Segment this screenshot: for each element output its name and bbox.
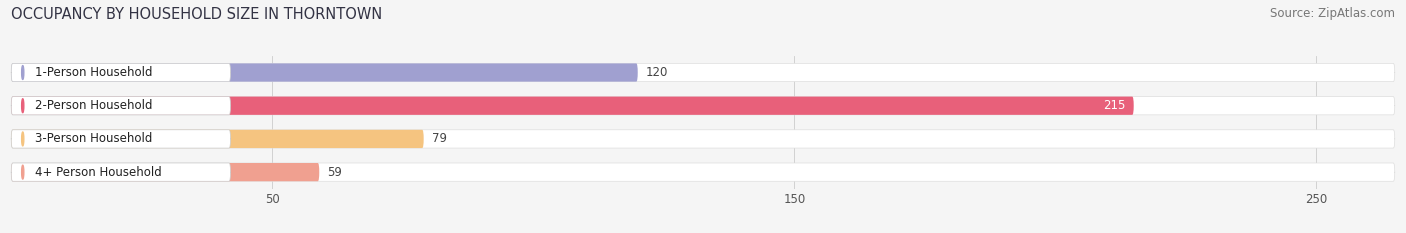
Circle shape <box>21 165 24 179</box>
Text: 59: 59 <box>328 166 342 179</box>
FancyBboxPatch shape <box>11 163 319 181</box>
Text: 1-Person Household: 1-Person Household <box>35 66 152 79</box>
FancyBboxPatch shape <box>11 163 1395 181</box>
FancyBboxPatch shape <box>11 63 638 82</box>
Text: 2-Person Household: 2-Person Household <box>35 99 152 112</box>
FancyBboxPatch shape <box>11 97 231 115</box>
Text: 4+ Person Household: 4+ Person Household <box>35 166 162 179</box>
FancyBboxPatch shape <box>11 130 1395 148</box>
FancyBboxPatch shape <box>11 163 231 181</box>
Circle shape <box>21 132 24 146</box>
Text: 79: 79 <box>432 132 447 145</box>
FancyBboxPatch shape <box>11 130 231 148</box>
Circle shape <box>21 99 24 113</box>
FancyBboxPatch shape <box>11 63 231 82</box>
Text: 215: 215 <box>1104 99 1126 112</box>
FancyBboxPatch shape <box>11 97 1133 115</box>
FancyBboxPatch shape <box>11 63 1395 82</box>
Text: OCCUPANCY BY HOUSEHOLD SIZE IN THORNTOWN: OCCUPANCY BY HOUSEHOLD SIZE IN THORNTOWN <box>11 7 382 22</box>
Text: 120: 120 <box>645 66 668 79</box>
Text: 3-Person Household: 3-Person Household <box>35 132 152 145</box>
FancyBboxPatch shape <box>11 130 423 148</box>
Text: Source: ZipAtlas.com: Source: ZipAtlas.com <box>1270 7 1395 20</box>
Circle shape <box>21 65 24 79</box>
FancyBboxPatch shape <box>11 97 1395 115</box>
